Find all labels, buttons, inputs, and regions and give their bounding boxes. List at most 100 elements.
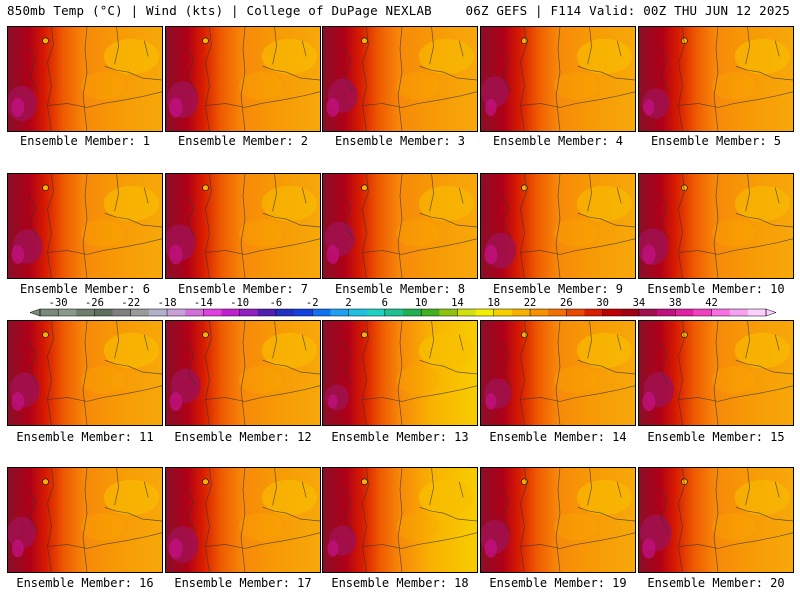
cool-area bbox=[712, 366, 756, 394]
cool-area bbox=[576, 185, 633, 222]
colorbar-swatch bbox=[530, 309, 549, 316]
colorbar-tick-label: 14 bbox=[451, 297, 464, 309]
state-boundary bbox=[262, 65, 320, 81]
state-boundary bbox=[616, 40, 622, 57]
colorbar-tick-label: -10 bbox=[230, 297, 249, 309]
heat-core-inner bbox=[169, 392, 183, 411]
ensemble-member-label: Ensemble Member: 6 bbox=[19, 282, 151, 296]
cool-area bbox=[261, 185, 318, 222]
colorbar-swatch bbox=[711, 309, 730, 316]
state-boundary bbox=[342, 487, 353, 533]
colorbar-swatch bbox=[584, 309, 603, 316]
colorbar-frame bbox=[39, 308, 767, 317]
state-boundary bbox=[301, 334, 307, 351]
cool-area bbox=[712, 513, 756, 541]
heat-core-inner bbox=[485, 98, 497, 116]
state-boundary bbox=[419, 506, 477, 522]
cool-area bbox=[576, 332, 633, 369]
colorbar-swatch bbox=[493, 309, 513, 316]
cool-area bbox=[712, 219, 756, 247]
state-boundary bbox=[82, 174, 88, 278]
ensemble-member-label: Ensemble Member: 16 bbox=[16, 576, 154, 590]
cool-area bbox=[554, 219, 598, 247]
state-boundary bbox=[362, 174, 369, 278]
state-boundary bbox=[500, 46, 511, 92]
state-boundary bbox=[735, 359, 793, 375]
state-boundary bbox=[342, 46, 353, 92]
state-boundary bbox=[713, 174, 719, 278]
state-boundary bbox=[577, 359, 635, 375]
state-boundary bbox=[272, 468, 277, 506]
colorbar-swatch bbox=[602, 309, 622, 316]
colorbar-tick-label: 30 bbox=[596, 297, 609, 309]
cool-area bbox=[239, 72, 283, 100]
colorbar-swatch bbox=[747, 309, 767, 316]
colorbar-swatch bbox=[185, 309, 204, 316]
state-boundary bbox=[587, 27, 592, 65]
state-boundary bbox=[429, 468, 434, 506]
state-boundary bbox=[47, 321, 54, 425]
state-boundary bbox=[47, 174, 54, 278]
state-boundary bbox=[397, 321, 403, 425]
contour-spot bbox=[361, 478, 368, 485]
contour-spot bbox=[202, 478, 209, 485]
heat-core bbox=[481, 76, 509, 108]
state-boundary bbox=[301, 481, 307, 498]
colorbar-swatch bbox=[548, 309, 567, 316]
heat-core-inner bbox=[169, 538, 183, 559]
contour-spot bbox=[202, 37, 209, 44]
state-boundary bbox=[272, 174, 277, 212]
colorbar-swatch bbox=[148, 309, 168, 316]
state-boundary bbox=[185, 193, 196, 239]
cool-area bbox=[396, 219, 440, 247]
colorbar-swatch bbox=[203, 309, 222, 316]
state-boundary bbox=[713, 27, 719, 131]
colorbar-swatch bbox=[294, 309, 313, 316]
colorbar-swatch bbox=[76, 309, 95, 316]
colorbar-tick-label: 18 bbox=[487, 297, 500, 309]
state-boundary bbox=[458, 334, 464, 351]
colorbar-swatch bbox=[167, 309, 186, 316]
cool-area bbox=[103, 479, 160, 516]
state-boundary bbox=[205, 468, 212, 572]
colorbar-tick-label: 34 bbox=[633, 297, 646, 309]
state-boundary bbox=[587, 321, 592, 359]
state-boundary bbox=[262, 359, 320, 375]
state-boundary bbox=[555, 174, 561, 278]
ensemble-member-label: Ensemble Member: 3 bbox=[334, 134, 466, 148]
state-boundary bbox=[735, 65, 793, 81]
state-boundary bbox=[555, 27, 561, 131]
contour-spot bbox=[42, 184, 49, 191]
state-boundary bbox=[205, 532, 320, 549]
ensemble-member-map bbox=[7, 320, 163, 426]
ensemble-member-label: Ensemble Member: 19 bbox=[489, 576, 627, 590]
state-boundary bbox=[678, 238, 793, 255]
colorbar-tick-label: 6 bbox=[382, 297, 388, 309]
ensemble-member-map bbox=[638, 467, 794, 573]
state-boundary bbox=[520, 385, 635, 402]
state-boundary bbox=[713, 468, 719, 572]
state-boundary bbox=[342, 340, 353, 386]
ensemble-member-map bbox=[7, 26, 163, 132]
state-boundary bbox=[27, 487, 38, 533]
ensemble-member-label: Ensemble Member: 5 bbox=[650, 134, 782, 148]
ensemble-member-map bbox=[480, 26, 636, 132]
heat-core-inner bbox=[169, 97, 183, 118]
cool-area bbox=[103, 332, 160, 369]
ensemble-member-label: Ensemble Member: 11 bbox=[16, 430, 154, 444]
colorbar-tick-label: 2 bbox=[345, 297, 351, 309]
colorbar-swatch bbox=[312, 309, 331, 316]
state-boundary bbox=[362, 468, 369, 572]
state-boundary bbox=[520, 532, 635, 549]
cool-area bbox=[396, 72, 440, 100]
state-boundary bbox=[678, 321, 685, 425]
state-boundary bbox=[616, 187, 622, 204]
state-boundary bbox=[47, 385, 162, 402]
colorbar-swatch bbox=[439, 309, 458, 316]
cool-area bbox=[418, 479, 475, 516]
ensemble-member-label: Ensemble Member: 7 bbox=[177, 282, 309, 296]
state-boundary bbox=[114, 321, 119, 359]
cool-area bbox=[418, 332, 475, 369]
state-boundary bbox=[419, 65, 477, 81]
ensemble-member-map bbox=[322, 467, 478, 573]
